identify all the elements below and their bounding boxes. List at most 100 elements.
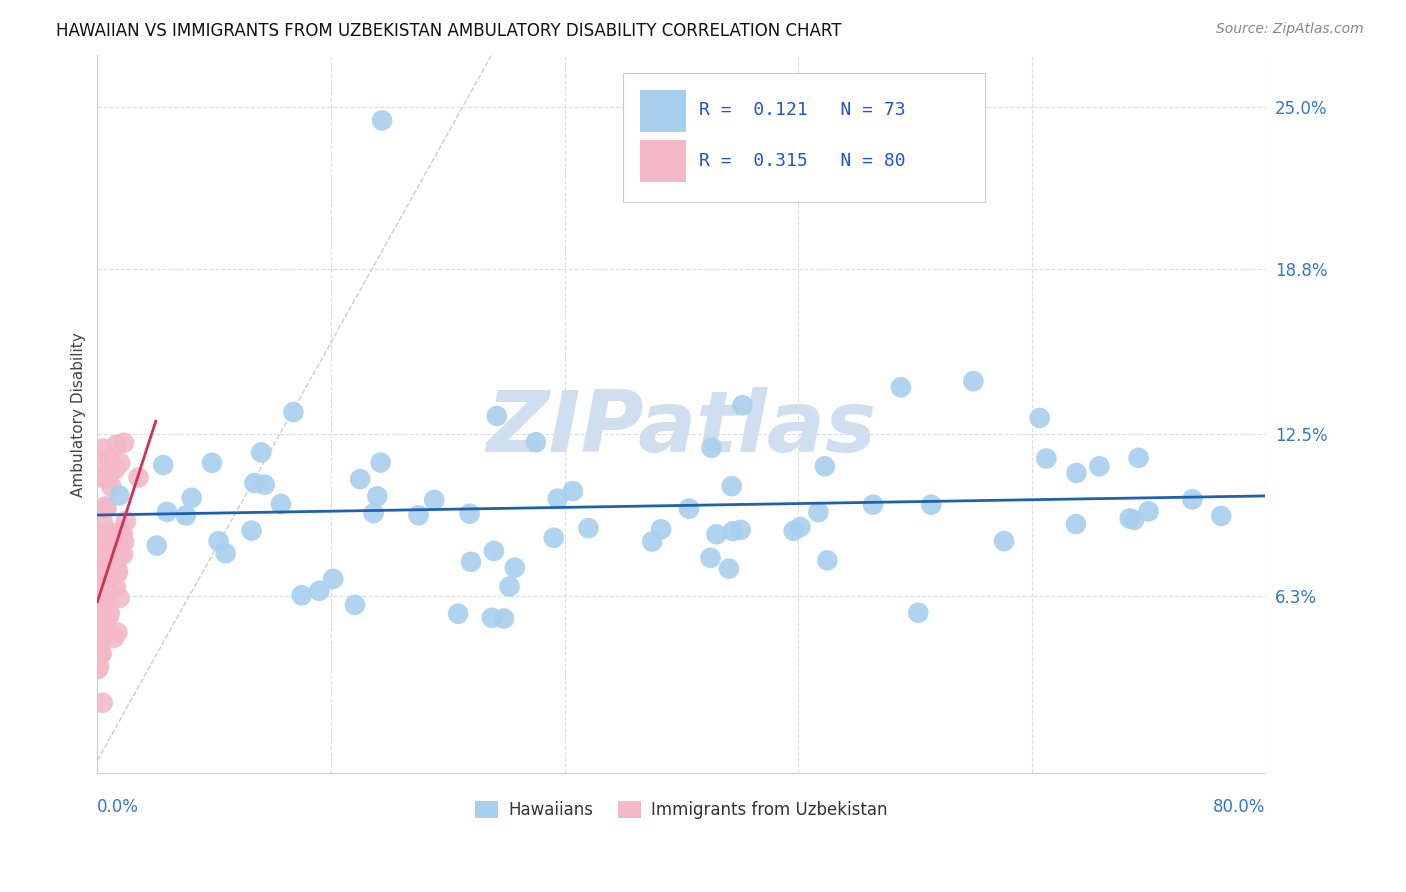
Point [97, 472, 120, 486]
Point [717, 561, 740, 575]
Point [492, 611, 515, 625]
Point [308, 583, 330, 598]
Point [87, 660, 110, 674]
Legend: Hawaiians, Immigrants from Uzbekistan: Hawaiians, Immigrants from Uzbekistan [468, 795, 894, 826]
Text: 0.0%: 0.0% [97, 798, 139, 816]
Point [907, 606, 929, 620]
Point [103, 569, 125, 583]
Point [89, 575, 111, 590]
Point [100, 525, 122, 540]
Point [93, 528, 115, 542]
Point [322, 572, 344, 586]
Point [105, 555, 128, 569]
Point [152, 458, 174, 472]
FancyBboxPatch shape [641, 89, 686, 132]
Point [97, 542, 120, 557]
Point [87, 622, 110, 636]
Point [90, 591, 112, 605]
Point [423, 492, 446, 507]
Point [1211, 508, 1233, 523]
Point [920, 498, 942, 512]
Point [112, 435, 135, 450]
Point [349, 472, 371, 486]
Point [105, 549, 128, 564]
Point [91, 696, 114, 710]
Point [94, 590, 117, 604]
Point [100, 480, 122, 494]
Point [207, 534, 229, 549]
Text: HAWAIIAN VS IMMIGRANTS FROM UZBEKISTAN AMBULATORY DISABILITY CORRELATION CHART: HAWAIIAN VS IMMIGRANTS FROM UZBEKISTAN A… [56, 22, 842, 40]
Point [97, 560, 120, 574]
Point [97, 610, 120, 624]
Text: R =  0.121   N = 73: R = 0.121 N = 73 [699, 102, 905, 120]
Point [103, 631, 125, 645]
Point [408, 508, 430, 523]
Point [862, 498, 884, 512]
Point [447, 607, 470, 621]
Point [94, 500, 117, 514]
Point [174, 508, 197, 523]
Point [91, 605, 114, 619]
Point [101, 560, 124, 574]
Point [250, 445, 273, 459]
Point [481, 611, 503, 625]
Point [93, 628, 115, 642]
Point [371, 113, 394, 128]
Point [807, 505, 830, 519]
Text: R =  0.315   N = 80: R = 0.315 N = 80 [699, 152, 905, 169]
Point [343, 598, 366, 612]
Point [1123, 513, 1146, 527]
Point [90, 587, 112, 601]
Point [240, 524, 263, 538]
Point [90, 613, 112, 627]
Point [270, 497, 292, 511]
Point [366, 489, 388, 503]
Point [93, 572, 115, 586]
Point [1137, 504, 1160, 518]
Point [90, 470, 112, 484]
Point [94, 600, 117, 615]
Point [460, 555, 482, 569]
Point [700, 441, 723, 455]
Point [93, 570, 115, 584]
Point [87, 624, 110, 638]
Point [890, 380, 912, 394]
Point [98, 535, 121, 549]
Point [458, 507, 481, 521]
Point [524, 435, 547, 450]
Point [498, 580, 520, 594]
Point [1088, 459, 1111, 474]
Point [1118, 511, 1140, 525]
Point [561, 484, 583, 499]
Text: 80.0%: 80.0% [1213, 798, 1265, 816]
Point [156, 505, 179, 519]
Point [706, 527, 728, 541]
Point [721, 524, 744, 539]
Point [180, 491, 202, 505]
Point [243, 475, 266, 490]
Point [90, 647, 112, 661]
Point [98, 582, 121, 596]
Point [98, 452, 121, 467]
Point [90, 455, 112, 469]
Point [89, 581, 111, 595]
Point [108, 591, 131, 605]
Point [91, 516, 114, 531]
Point [105, 580, 128, 594]
Point [105, 438, 128, 452]
Point [283, 405, 305, 419]
Point [90, 636, 112, 650]
Point [699, 550, 721, 565]
Point [253, 477, 276, 491]
Point [543, 531, 565, 545]
Point [105, 555, 128, 569]
Point [89, 625, 111, 640]
Point [782, 524, 804, 538]
Point [93, 442, 115, 456]
Point [128, 470, 150, 484]
Point [89, 563, 111, 577]
Point [108, 546, 131, 560]
Point [110, 456, 132, 470]
FancyBboxPatch shape [623, 73, 986, 202]
Point [115, 514, 138, 528]
